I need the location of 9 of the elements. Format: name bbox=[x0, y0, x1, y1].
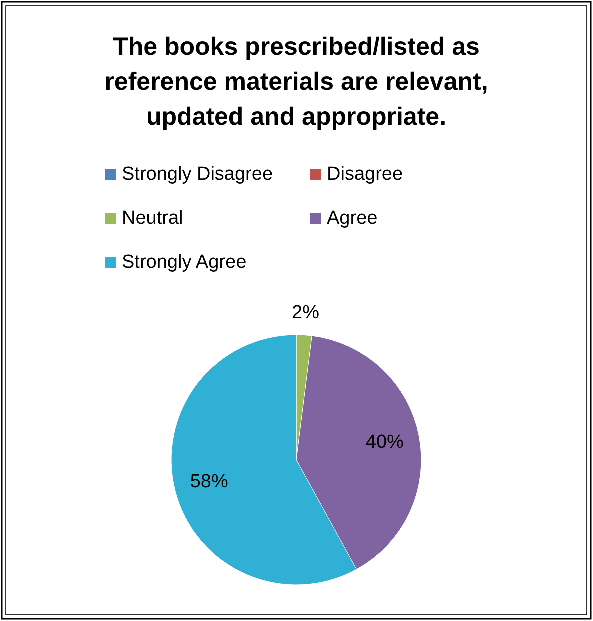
chart-title: The books prescribed/listed as reference materials are relevant, updated and appropriate. bbox=[104, 33, 488, 131]
legend-label: Strongly Disagree bbox=[122, 164, 274, 186]
data-label: 2% bbox=[292, 302, 320, 324]
legend-label: Strongly Agree bbox=[122, 252, 247, 274]
legend-label: Neutral bbox=[122, 208, 184, 230]
legend-label: Disagree bbox=[327, 164, 404, 186]
data-label: 40% bbox=[366, 432, 404, 454]
legend-label: Agree bbox=[327, 208, 378, 230]
data-label: 58% bbox=[190, 471, 228, 492]
